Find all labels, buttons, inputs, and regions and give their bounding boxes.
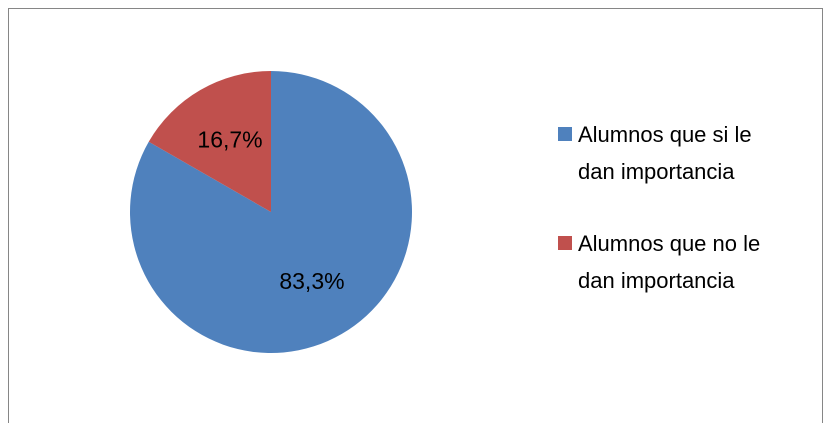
chart-border [8, 8, 823, 423]
data-label: 16,7% [197, 126, 262, 152]
legend-label: Alumnos que si le dan importancia [578, 122, 752, 184]
legend-swatch [558, 127, 572, 141]
legend-swatch [558, 236, 572, 250]
legend: Alumnos que si le dan importancia Alumnos… [556, 116, 771, 334]
legend-item: Alumnos que si le dan importancia [556, 116, 771, 190]
pie-slice [148, 71, 271, 212]
legend-label: Alumnos que no le dan importancia [578, 231, 761, 293]
data-label: 83,3% [279, 268, 344, 294]
legend-item: Alumnos que no le dan importancia [556, 225, 771, 299]
